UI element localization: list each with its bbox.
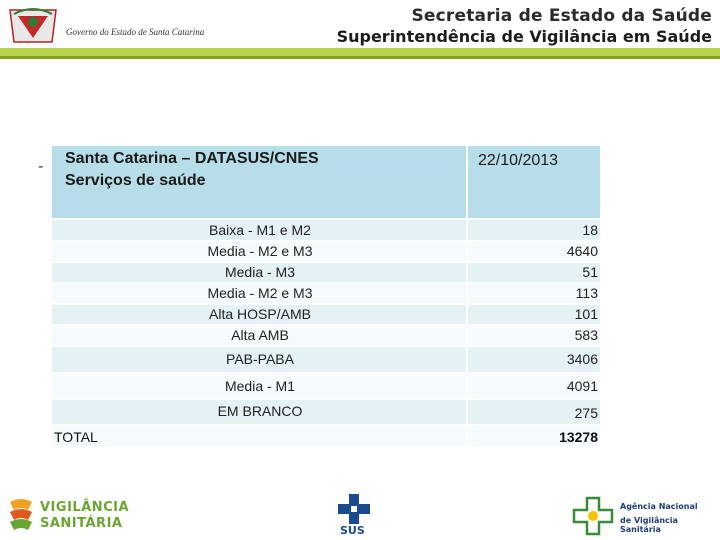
row-label: Media - M1 xyxy=(224,378,296,394)
row-label: Media - M2 e M3 xyxy=(207,285,313,301)
santa-catarina-coat-of-arms-icon xyxy=(9,8,57,43)
anvisa-cross-icon xyxy=(572,496,614,536)
row-label: Baixa - M1 e M2 xyxy=(209,222,311,238)
vigilancia-emblem-icon xyxy=(10,499,32,530)
row-label: Alta AMB xyxy=(231,327,289,343)
total-value: 13278 xyxy=(559,429,598,445)
row-value: 3406 xyxy=(566,351,598,367)
header-banner: Governo do Estado de Santa Catarina Secr… xyxy=(0,0,720,60)
vigilancia-sanitaria-logo: VIGILÂNCIA SANITÁRIA xyxy=(6,494,136,538)
anvisa-line1: Agência Nacional xyxy=(620,502,698,511)
superintendencia-title: Superintendência de Vigilância em Saúde xyxy=(336,27,712,46)
row-value: 51 xyxy=(582,264,598,280)
vigilancia-line1: VIGILÂNCIA xyxy=(40,500,130,515)
row-value: 275 xyxy=(574,405,598,421)
row-value: 101 xyxy=(574,306,598,322)
table-row: Baixa - M1 e M2 18 xyxy=(52,220,600,240)
sus-cross-icon xyxy=(338,494,370,524)
row-label: Media - M2 e M3 xyxy=(207,243,313,259)
table-date: 22/10/2013 xyxy=(478,152,559,169)
table-total-row: TOTAL 13278 xyxy=(52,426,600,446)
table-title-line1: Santa Catarina – DATASUS/CNES xyxy=(65,150,319,167)
table-row: PAB-PABA 3406 xyxy=(52,347,600,372)
table-row: EM BRANCO 275 xyxy=(52,400,600,424)
bullet-dash: - xyxy=(38,158,44,175)
banner-stripe xyxy=(0,48,720,58)
total-label: TOTAL xyxy=(54,429,98,445)
row-value: 4640 xyxy=(566,243,598,259)
table-row: Alta AMB 583 xyxy=(52,326,600,345)
table-row: Alta HOSP/AMB 101 xyxy=(52,305,600,324)
table-row: Media - M1 4091 xyxy=(52,374,600,398)
row-label: EM BRANCO xyxy=(217,403,303,419)
row-label: Media - M3 xyxy=(224,264,296,280)
row-value: 18 xyxy=(582,222,598,238)
table-header-title-cell: Santa Catarina – DATASUS/CNES Serviços d… xyxy=(52,146,466,218)
table-row: Media - M3 51 xyxy=(52,263,600,282)
table-row: Media - M2 e M3 113 xyxy=(52,284,600,303)
row-label: Alta HOSP/AMB xyxy=(209,306,311,322)
government-text: Governo do Estado de Santa Catarina xyxy=(66,27,205,37)
sus-label: SUS xyxy=(340,524,365,537)
row-value: 583 xyxy=(574,327,598,343)
secretaria-title: Secretaria de Estado da Saúde xyxy=(411,6,712,26)
row-value: 113 xyxy=(575,285,598,301)
row-label: PAB-PABA xyxy=(226,351,294,367)
anvisa-logo: Agência Nacional de Vigilância Sanitária xyxy=(570,494,720,538)
anvisa-line2: de Vigilância Sanitária xyxy=(620,516,678,534)
table-row: Media - M2 e M3 4640 xyxy=(52,242,600,261)
vigilancia-line2: SANITÁRIA xyxy=(40,516,123,531)
banner-stripe-dark xyxy=(0,56,720,59)
table-header-date-cell: 22/10/2013 xyxy=(468,146,600,218)
table-title-line2: Serviços de saúde xyxy=(65,172,206,189)
row-value: 4091 xyxy=(566,378,598,394)
sus-logo: SUS xyxy=(334,494,374,540)
